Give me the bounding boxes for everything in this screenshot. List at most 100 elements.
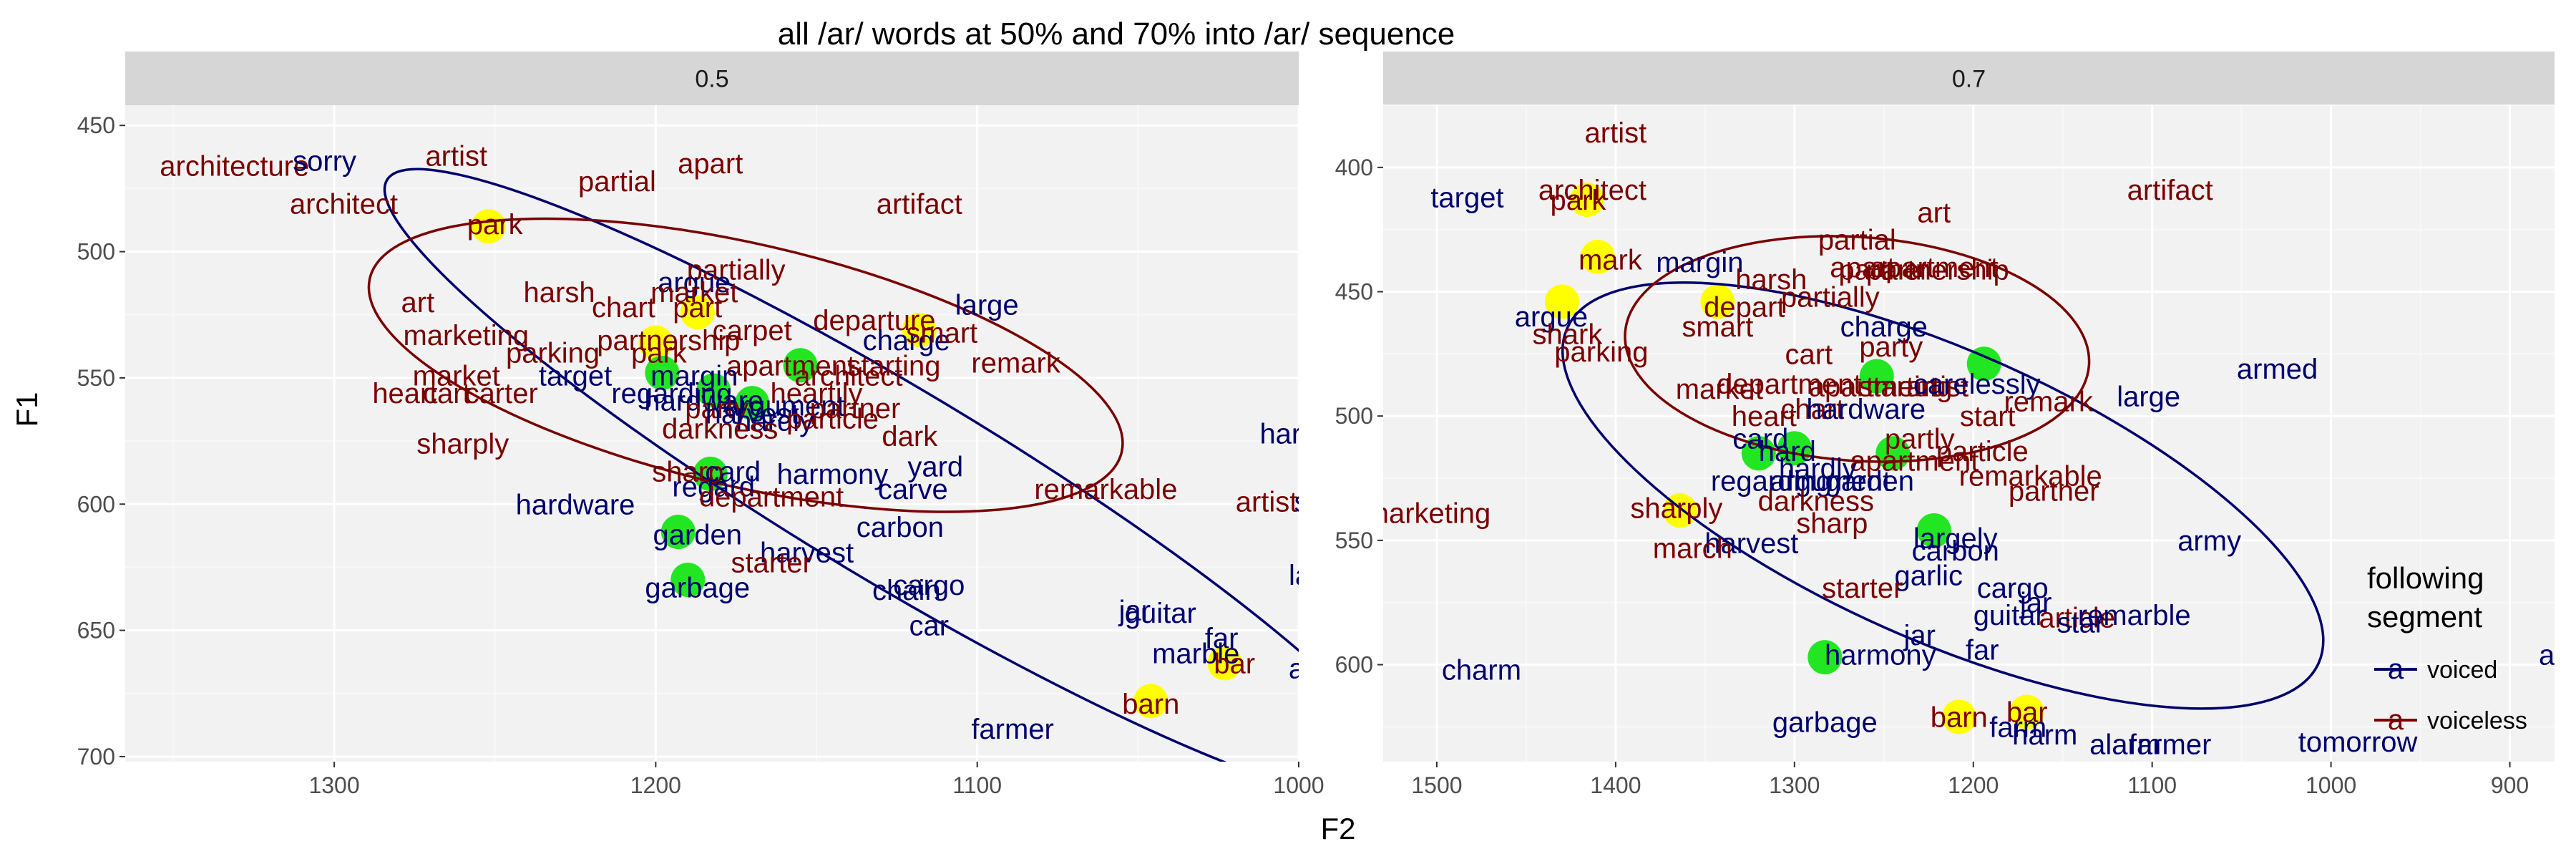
data-point-yellow xyxy=(1700,284,1735,319)
word-label-voiceless: departure xyxy=(813,305,935,336)
data-point-green xyxy=(696,373,731,408)
word-label-voiced: card xyxy=(1732,423,1788,455)
ellipse-voiceless xyxy=(1624,235,2091,463)
word-label-voiceless: apartment xyxy=(1870,252,1999,283)
x-axis-title: F2 xyxy=(1320,812,1355,845)
word-label-voiced: jar xyxy=(2019,588,2051,619)
word-label-voiceless: bar xyxy=(1214,648,1255,679)
data-point-green xyxy=(660,515,696,550)
word-label-voiceless: partnership xyxy=(1866,254,2009,286)
ellipse-voiced xyxy=(1561,281,2325,710)
word-label-voiceless: barn xyxy=(1122,689,1179,720)
legend: following segment a voiced a voiceless xyxy=(2367,561,2527,736)
word-label-voiceless: partial xyxy=(578,166,656,198)
x-tick-label: 1100 xyxy=(2127,772,2177,798)
word-label-voiceless: carpet xyxy=(713,315,792,346)
word-label-voiced: hardware xyxy=(644,386,763,417)
word-label-voiced: alarm xyxy=(2089,729,2161,761)
word-label-voiced: target xyxy=(1430,183,1503,214)
y-tick-label: 600 xyxy=(1335,652,1373,678)
word-label-voiceless: mark xyxy=(1579,244,1643,276)
x-tick-label: 1300 xyxy=(308,772,359,798)
word-label-voiceless: cart xyxy=(423,378,471,409)
word-label-voiceless: market xyxy=(413,360,500,392)
x-tick-label: 900 xyxy=(2491,772,2529,798)
y-tick-label: 500 xyxy=(1335,403,1373,429)
word-label-voiced: guitar xyxy=(1125,598,1196,629)
word-label-voiced: carve xyxy=(878,474,948,505)
word-label-voiceless: apartment xyxy=(726,350,855,382)
word-label-voiceless: article xyxy=(2039,603,2115,634)
word-label-voiceless: parking xyxy=(1554,336,1648,368)
word-label-voiced: charm xyxy=(1442,654,1521,686)
word-label-voiced: argue xyxy=(1515,301,1588,333)
word-label-voiced: hardware xyxy=(1806,394,1926,425)
word-label-voiceless: starter xyxy=(1822,573,1903,604)
legend-label-voiceless: voiceless xyxy=(2427,707,2527,734)
word-label-voiced: army xyxy=(2177,525,2241,557)
word-label-voiced: star xyxy=(1294,487,1342,518)
legend-key-voiceless-glyph: a xyxy=(2388,704,2404,736)
word-label-voiced: chain xyxy=(872,575,941,606)
word-label-voiceless: carter xyxy=(465,378,538,409)
word-label-voiceless: starting xyxy=(1858,372,1952,403)
word-label-voiced: jar xyxy=(1903,620,1936,651)
word-label-voiced: farmer xyxy=(2129,729,2212,761)
word-label-voiceless: architect xyxy=(794,360,902,392)
word-label-voiceless: bar xyxy=(2006,697,2048,729)
y-tick-label: 700 xyxy=(77,744,115,770)
panel-background xyxy=(125,105,1299,762)
word-label-voiced: far xyxy=(1205,623,1239,654)
word-label-voiceless: marketing xyxy=(403,320,529,351)
word-label-voiceless: depart xyxy=(1704,291,1785,323)
data-point-yellow xyxy=(1133,684,1169,719)
word-label-voiced: marble xyxy=(1152,638,1239,669)
data-point-yellow xyxy=(680,295,715,330)
panel-strip-label: 0.5 xyxy=(695,66,728,93)
data-point-green xyxy=(1777,431,1812,466)
y-tick-label: 500 xyxy=(77,239,115,265)
word-label-voiced: garbage xyxy=(1772,707,1878,738)
legend-key-voiced-glyph: a xyxy=(2388,654,2404,685)
data-point-yellow xyxy=(1941,699,1976,734)
word-label-voiced: harm xyxy=(1259,419,1324,450)
data-point-yellow xyxy=(1207,646,1242,681)
word-label-voiceless: start xyxy=(1960,401,2016,432)
data-point-yellow xyxy=(902,312,937,347)
word-label-voiced: carbon xyxy=(857,512,944,543)
word-label-voiced: cargo xyxy=(1977,573,2049,604)
word-label-voiceless: artist xyxy=(1236,487,1298,518)
word-label-voiceless: park xyxy=(1551,185,1607,216)
data-point-green xyxy=(670,563,706,598)
x-tick-label: 1500 xyxy=(1411,772,1462,798)
data-point-green xyxy=(1966,346,2001,382)
word-label-voiceless: artist xyxy=(425,141,487,173)
word-label-voiceless: partner xyxy=(2009,475,2099,507)
y-tick-label: 550 xyxy=(1335,528,1373,553)
data-point-green xyxy=(645,355,680,390)
x-tick-label: 1000 xyxy=(1273,772,1324,798)
ellipse-voiced xyxy=(383,168,1299,762)
panel-strip xyxy=(1383,52,2555,105)
word-label-voiced: regard xyxy=(672,472,755,503)
word-label-voiceless: marketing xyxy=(1365,498,1491,530)
legend-label-voiced: voiced xyxy=(2427,656,2497,684)
word-label-voiceless: remark xyxy=(2004,386,2093,417)
word-label-voiceless: market xyxy=(1676,374,1763,405)
data-point-green xyxy=(1807,640,1843,675)
word-label-voiced: armed xyxy=(2237,354,2318,385)
word-label-voiced: regarding xyxy=(611,378,732,409)
word-label-voiceless: heart xyxy=(1732,401,1797,432)
data-point-yellow xyxy=(1544,284,1579,319)
data-point-yellow xyxy=(2009,694,2044,729)
word-label-voiced: guitar xyxy=(1974,600,2045,631)
word-label-voiced: hardly xyxy=(736,406,814,437)
word-label-voiced: star xyxy=(2057,607,2104,639)
word-label-voiceless: cart xyxy=(1785,339,1833,370)
word-label-voiced: harmony xyxy=(1825,640,1936,671)
word-label-voiced: hard xyxy=(1759,436,1816,467)
word-label-voiced: target xyxy=(539,360,612,392)
word-label-voiceless: starting xyxy=(847,350,940,382)
data-point-yellow xyxy=(638,325,673,360)
